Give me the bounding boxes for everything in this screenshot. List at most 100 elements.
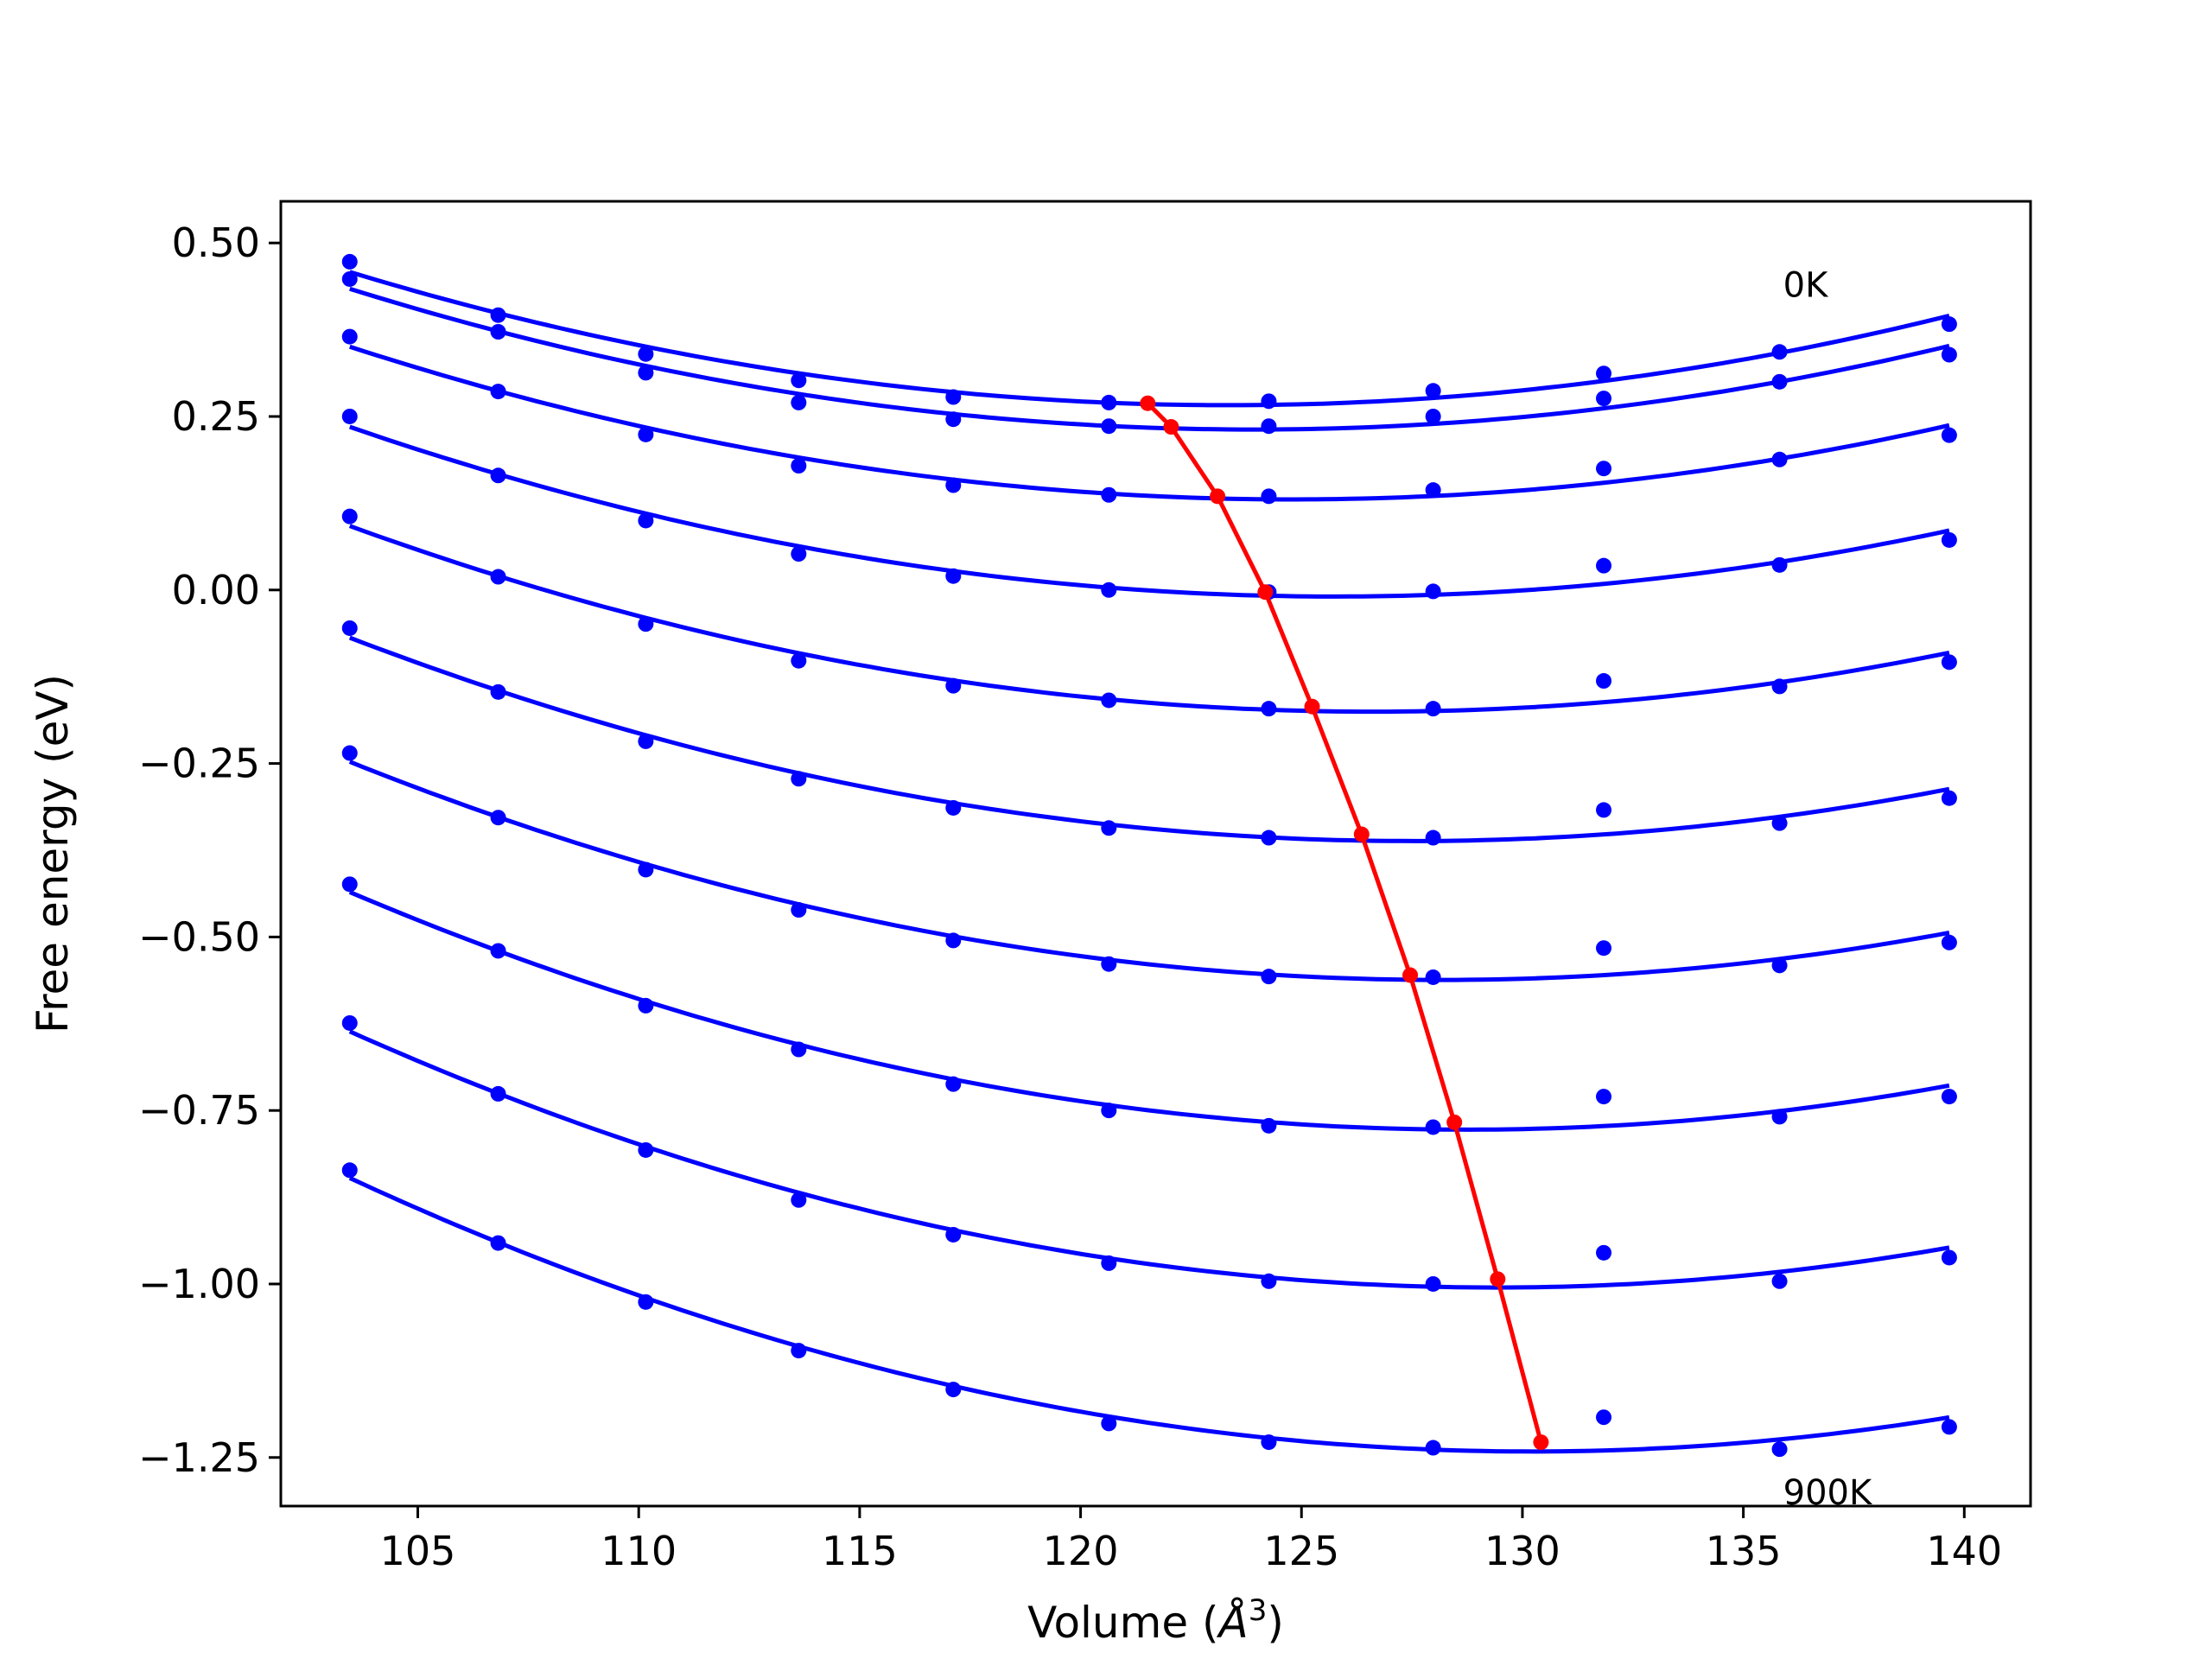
plot-frame [279, 200, 2032, 1508]
data-point [1101, 486, 1117, 503]
data-point [1771, 1273, 1788, 1289]
annotation-0k: 0K [1783, 265, 1829, 305]
data-point [341, 745, 358, 761]
data-point [490, 324, 506, 340]
data-point [1596, 557, 1612, 574]
data-point [1261, 418, 1277, 435]
data-point [341, 270, 358, 287]
data-point [490, 384, 506, 400]
data-point [1941, 346, 1957, 363]
data-point [1425, 482, 1441, 499]
data-point [791, 1343, 807, 1359]
data-point [1596, 365, 1612, 382]
data-point [1261, 393, 1277, 410]
data-point [1101, 956, 1117, 972]
minimum-point [1257, 584, 1274, 601]
data-point [490, 683, 506, 700]
data-point [1261, 701, 1277, 717]
fit-curve [348, 1029, 1950, 1290]
y-tick-label: 0.25 [172, 393, 260, 440]
minimum-point [1353, 826, 1370, 842]
fit-curve [348, 1176, 1950, 1454]
data-point [791, 771, 807, 787]
data-point [341, 876, 358, 893]
fit-curve [348, 424, 1950, 599]
y-tick-label: −0.25 [138, 741, 260, 787]
data-point [638, 365, 654, 381]
data-point [341, 253, 358, 270]
minimum-point [1533, 1434, 1549, 1451]
x-tick-label: 130 [1484, 1528, 1560, 1574]
data-point [341, 1162, 358, 1179]
y-tick-label: −1.25 [138, 1434, 260, 1481]
data-point [1941, 316, 1957, 333]
x-axis-label-text: Volume ( [1027, 1598, 1218, 1648]
data-point [1425, 408, 1441, 424]
data-point [341, 508, 358, 524]
data-point [638, 346, 654, 362]
data-point [1425, 583, 1441, 600]
minimum-point [1490, 1271, 1506, 1287]
data-point [638, 1294, 654, 1310]
data-point [490, 569, 506, 585]
data-point [791, 458, 807, 474]
data-point [490, 1235, 506, 1251]
data-point [1771, 815, 1788, 831]
fit-curve [348, 635, 1950, 843]
y-tick-label: 0.00 [172, 567, 260, 613]
x-axis-label: Volume (Å3) [1027, 1593, 1284, 1648]
data-point [638, 733, 654, 749]
data-point [1425, 830, 1441, 846]
minimum-point [1163, 419, 1179, 435]
data-point [1261, 488, 1277, 505]
x-tick-label: 115 [822, 1528, 898, 1574]
data-point [1101, 1103, 1117, 1119]
data-point [341, 328, 358, 345]
data-point [638, 616, 654, 632]
data-point [1596, 802, 1612, 818]
data-point [945, 677, 962, 694]
data-point [638, 512, 654, 529]
data-point [791, 652, 807, 669]
data-point [1941, 531, 1957, 548]
data-point [1596, 391, 1612, 407]
data-point [638, 861, 654, 878]
data-point [791, 1192, 807, 1208]
data-point [490, 467, 506, 484]
fit-curve [348, 890, 1950, 1132]
data-point [1941, 1089, 1957, 1105]
data-point [1771, 451, 1788, 467]
data-point [945, 1382, 962, 1398]
fit-curve [348, 524, 1950, 715]
y-axis-label: Free energy (eV) [28, 674, 78, 1033]
x-tick-label: 125 [1263, 1528, 1339, 1574]
data-point [1425, 969, 1441, 985]
data-point [1261, 1117, 1277, 1134]
data-point [638, 997, 654, 1014]
y-tick-label: −1.00 [138, 1261, 260, 1307]
data-point [1425, 1275, 1441, 1292]
data-point [490, 307, 506, 323]
fit-curve [349, 344, 1950, 502]
data-point [1596, 1244, 1612, 1261]
fit-curve [348, 760, 1950, 982]
x-axis-label-power: 3 [1249, 1593, 1268, 1628]
data-point [1771, 678, 1788, 695]
x-axis-label-symbol: Å [1217, 1598, 1249, 1648]
data-point [945, 1076, 962, 1092]
data-point [945, 411, 962, 428]
data-point [791, 546, 807, 563]
minimum-point [1446, 1114, 1463, 1130]
data-point [1771, 957, 1788, 974]
annotation-900k: 900K [1783, 1473, 1873, 1513]
data-point [1771, 556, 1788, 573]
data-point [1941, 934, 1957, 950]
data-point [1101, 1415, 1117, 1432]
data-point [341, 1014, 358, 1031]
y-tick-label: −0.50 [138, 913, 260, 960]
data-point [1261, 969, 1277, 985]
x-tick-label: 135 [1706, 1528, 1782, 1574]
data-point [1771, 373, 1788, 390]
data-point [490, 943, 506, 959]
data-point [1425, 701, 1441, 717]
